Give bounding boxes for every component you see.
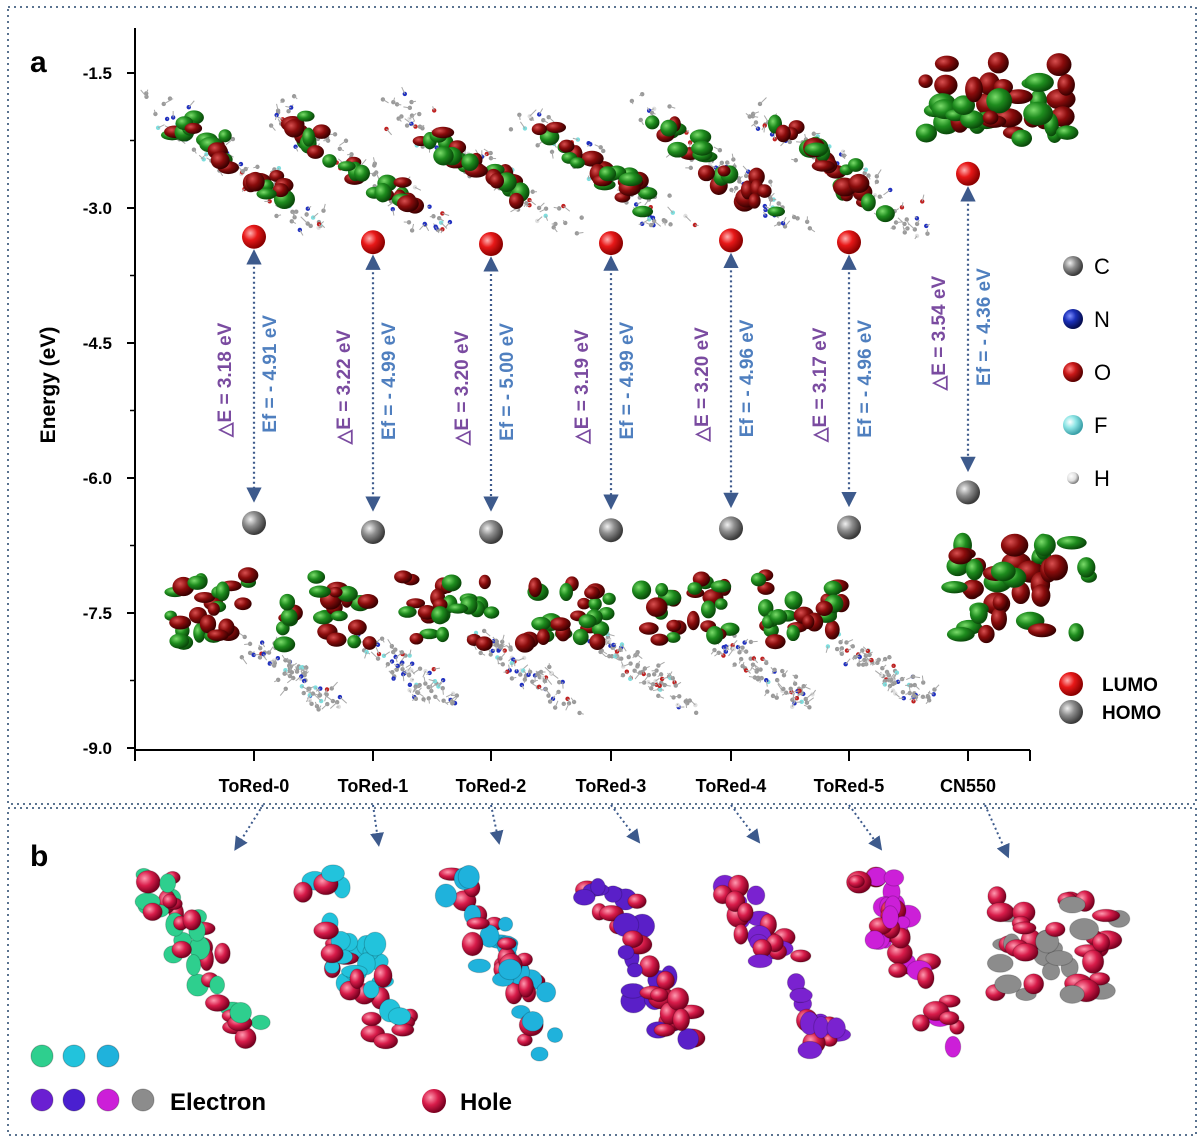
homo-point <box>837 515 861 540</box>
orbital-legend-marker <box>1059 700 1083 724</box>
electron-hole-legend <box>30 1044 446 1113</box>
homo-point <box>599 518 623 543</box>
electron-hole-structure <box>846 866 965 1058</box>
homo-point <box>956 480 980 505</box>
homo-point <box>242 511 266 535</box>
y-tick-label: -9.0 <box>83 739 112 758</box>
gap-label: △E = 3.20 eV <box>692 327 713 443</box>
electron-legend-marker <box>62 1088 86 1112</box>
x-tick-label: ToRed-4 <box>696 776 767 796</box>
orbital-legend: LUMO HOMO <box>1059 672 1161 724</box>
atom-legend-marker <box>1067 472 1079 484</box>
ef-label: Ef = - 4.96 eV <box>855 320 876 438</box>
y-axis-title: Energy (eV) <box>37 327 60 444</box>
hole-legend-label: Hole <box>460 1089 512 1116</box>
panel-b-connectors <box>234 804 1010 859</box>
panel-b-connector <box>489 804 504 845</box>
y-tick-label: -3.0 <box>83 199 112 218</box>
panel-b-connector <box>234 804 264 851</box>
orbital-legend-marker <box>1059 672 1083 696</box>
atom-legend-marker <box>1063 256 1083 276</box>
gap-label: △E = 3.20 eV <box>452 330 473 446</box>
x-tick-label: ToRed-1 <box>338 776 409 796</box>
ef-label: Ef = - 4.99 eV <box>379 322 400 440</box>
y-tick-label: -4.5 <box>83 334 112 353</box>
atom-legend-label: O <box>1094 360 1111 385</box>
panel-b-connector <box>730 804 761 844</box>
gap-label: △E = 3.18 eV <box>215 322 236 438</box>
electron-hole-structure <box>134 867 271 1050</box>
electron-legend-marker <box>30 1088 54 1112</box>
atom-legend-label: F <box>1094 413 1107 438</box>
atom-legend-label: N <box>1094 307 1110 332</box>
electron-hole-structures <box>134 864 1131 1062</box>
ef-label: Ef = - 4.96 eV <box>737 319 758 437</box>
electron-legend-marker <box>62 1044 86 1068</box>
hole-legend-marker <box>422 1089 446 1113</box>
x-tick-label: ToRed-2 <box>456 776 527 796</box>
ef-label: Ef = - 4.99 eV <box>617 321 638 439</box>
atom-legend-marker <box>1063 309 1083 329</box>
gap-label: △E = 3.22 eV <box>334 330 355 446</box>
electron-hole-structure <box>434 864 564 1062</box>
homo-point <box>479 520 503 544</box>
orbital-legend-label: LUMO <box>1102 675 1158 696</box>
panel-b-connector <box>848 804 883 851</box>
energy-points <box>242 161 980 544</box>
x-tick-label: ToRed-3 <box>576 776 647 796</box>
atom-legend-marker <box>1063 415 1083 435</box>
gap-label: △E = 3.19 eV <box>572 329 593 445</box>
x-tick-label: ToRed-5 <box>814 776 885 796</box>
panel-a-label: a <box>30 46 47 79</box>
lumo-point <box>599 231 623 256</box>
homo-point <box>719 516 743 541</box>
x-tick-label: CN550 <box>940 776 996 796</box>
gap-arrows <box>246 186 976 512</box>
ef-label: Ef = - 4.36 eV <box>974 268 995 386</box>
gap-label: △E = 3.17 eV <box>810 327 831 443</box>
homo-point <box>361 520 385 544</box>
panel-b-label: b <box>30 840 48 873</box>
atom-legend: C N O F H <box>1063 254 1111 491</box>
gap-label: △E = 3.54 eV <box>929 276 950 392</box>
lumo-point <box>479 232 503 256</box>
panel-b-connector <box>984 804 1010 859</box>
electron-legend-marker <box>131 1088 155 1112</box>
electron-legend-label: Electron <box>170 1089 266 1116</box>
electron-legend-marker <box>96 1044 120 1068</box>
electron-hole-structure <box>572 877 706 1051</box>
gap-annotations: △E = 3.18 eV Ef = - 4.91 eV △E = 3.22 eV Ef… <box>215 268 995 446</box>
ef-label: Ef = - 4.91 eV <box>260 315 281 433</box>
lumo-point <box>242 224 266 249</box>
y-tick-label: -6.0 <box>83 469 112 488</box>
panel-a-frame <box>7 6 1197 805</box>
electron-hole-structure <box>712 874 852 1060</box>
ef-label: Ef = - 5.00 eV <box>497 323 518 441</box>
electron-hole-structure <box>293 864 419 1050</box>
panel-b-connector <box>370 804 384 847</box>
atom-legend-marker <box>1063 362 1083 382</box>
panel-b-frame <box>7 807 1197 1136</box>
electron-legend-marker <box>30 1044 54 1068</box>
lumo-point <box>837 230 861 255</box>
atom-legend-label: H <box>1094 466 1110 491</box>
y-tick-label: -7.5 <box>83 604 112 623</box>
orbital-illustrations <box>140 51 1097 716</box>
electron-legend-marker <box>96 1088 120 1112</box>
chart-axes: -1.5 -3.0 -4.5 -6.0 -7.5 -9.0 ToRed-0 ToRed-1 T… <box>83 28 1031 796</box>
lumo-point <box>956 161 980 186</box>
electron-hole-structure <box>985 886 1131 1004</box>
atom-legend-label: C <box>1094 254 1110 279</box>
lumo-point <box>361 230 385 255</box>
panel-b-connector <box>610 804 641 844</box>
orbital-legend-label: HOMO <box>1102 703 1161 724</box>
lumo-point <box>719 228 743 253</box>
x-tick-label: ToRed-0 <box>219 776 290 796</box>
y-tick-label: -1.5 <box>83 64 112 83</box>
